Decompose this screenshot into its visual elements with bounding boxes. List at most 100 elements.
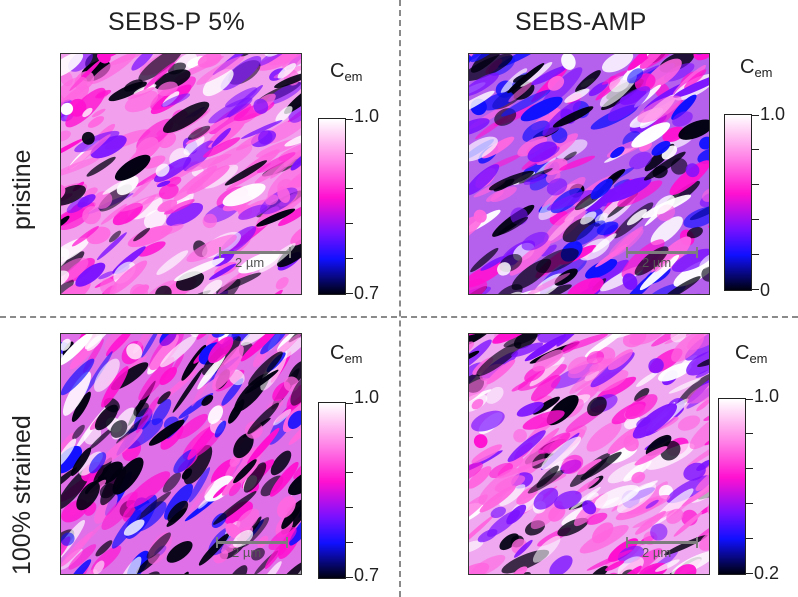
texture-blob xyxy=(61,438,77,468)
texture-blob xyxy=(471,398,484,410)
texture-blob xyxy=(546,189,594,211)
texture-blob xyxy=(580,451,622,480)
texture-blob xyxy=(269,461,299,497)
texture-blob xyxy=(623,460,652,482)
texture-blob xyxy=(273,409,292,426)
texture-blob xyxy=(535,284,572,294)
texture-blob xyxy=(77,194,96,208)
texture-blob xyxy=(208,336,234,364)
texture-blob xyxy=(220,55,262,91)
row-label-pristine: pristine xyxy=(8,149,36,230)
texture-blob xyxy=(594,369,629,392)
texture-blob xyxy=(157,81,178,97)
texture-blob xyxy=(167,500,189,523)
texture-blob xyxy=(138,241,166,257)
texture-blob xyxy=(277,63,297,79)
texture-blob xyxy=(225,84,263,119)
colorbar xyxy=(318,118,353,295)
texture-blob xyxy=(469,462,483,486)
texture-blob xyxy=(606,565,642,574)
texture-blob xyxy=(671,248,709,273)
afm-map xyxy=(61,334,301,574)
texture-blob xyxy=(632,403,678,439)
colorbar-title: Cem xyxy=(330,342,363,366)
texture-blob xyxy=(247,402,279,435)
texture-blob xyxy=(141,334,160,358)
texture-blob xyxy=(662,126,686,143)
texture-blob xyxy=(256,152,296,174)
texture-blob xyxy=(163,199,195,215)
texture-blob xyxy=(67,134,111,170)
texture-blob xyxy=(589,565,609,574)
texture-blob xyxy=(213,491,257,525)
texture-blob xyxy=(196,55,245,85)
texture-blob xyxy=(61,432,74,476)
texture-blob xyxy=(258,130,273,145)
texture-blob xyxy=(240,334,279,362)
texture-blob xyxy=(527,469,565,494)
texture-blob xyxy=(669,160,709,195)
texture-blob xyxy=(601,176,652,203)
texture-blob xyxy=(268,526,297,551)
texture-blob xyxy=(513,428,527,443)
texture-blob xyxy=(625,394,658,420)
texture-blob xyxy=(69,559,92,574)
texture-blob xyxy=(93,191,113,209)
texture-blob xyxy=(61,353,64,366)
texture-blob xyxy=(654,195,675,215)
texture-blob xyxy=(624,416,641,430)
texture-blob xyxy=(217,273,241,294)
texture-blob xyxy=(501,89,551,117)
texture-blob xyxy=(112,202,143,226)
texture-blob xyxy=(146,532,171,559)
texture-blob xyxy=(131,54,155,71)
texture-blob xyxy=(683,462,706,481)
texture-blob xyxy=(207,278,241,294)
texture-blob xyxy=(508,82,533,103)
texture-blob xyxy=(552,106,594,128)
texture-blob xyxy=(244,369,279,394)
texture-blob xyxy=(258,54,296,67)
texture-blob xyxy=(202,137,241,158)
texture-blob xyxy=(470,247,499,273)
texture-blob xyxy=(605,560,625,572)
texture-blob xyxy=(266,82,301,105)
texture-blob xyxy=(275,106,293,123)
colorbar xyxy=(318,402,353,579)
texture-blob xyxy=(469,118,490,137)
texture-blob xyxy=(248,351,283,386)
texture-blob xyxy=(671,334,705,362)
texture-blob xyxy=(686,379,709,404)
texture-blob xyxy=(575,220,606,246)
texture-blob xyxy=(61,237,89,264)
texture-blob xyxy=(86,156,116,177)
texture-blob xyxy=(228,482,242,497)
texture-blob xyxy=(241,120,283,139)
texture-blob xyxy=(100,203,128,225)
colorbar-title: Cem xyxy=(735,342,768,366)
texture-blob xyxy=(661,276,701,294)
texture-blob xyxy=(548,505,566,522)
texture-blob xyxy=(183,135,205,155)
texture-blob xyxy=(61,54,84,78)
texture-blob xyxy=(98,271,114,280)
texture-blob xyxy=(61,184,86,206)
texture-blob xyxy=(100,278,117,294)
texture-blob xyxy=(109,260,148,294)
texture-blob xyxy=(127,87,155,100)
texture-blob xyxy=(596,376,637,401)
texture-blob xyxy=(126,471,171,508)
texture-blob xyxy=(213,484,228,499)
texture-blob xyxy=(120,192,166,212)
colorbar xyxy=(718,398,753,575)
texture-blob xyxy=(570,486,601,510)
texture-blob xyxy=(695,467,709,492)
texture-blob xyxy=(530,374,561,402)
texture-blob xyxy=(601,70,628,85)
texture-blob xyxy=(699,253,709,270)
colorbar-title: Cem xyxy=(330,60,363,84)
texture-blob xyxy=(532,535,561,563)
texture-blob xyxy=(260,334,289,355)
texture-blob xyxy=(198,495,212,509)
texture-blob xyxy=(277,186,291,203)
